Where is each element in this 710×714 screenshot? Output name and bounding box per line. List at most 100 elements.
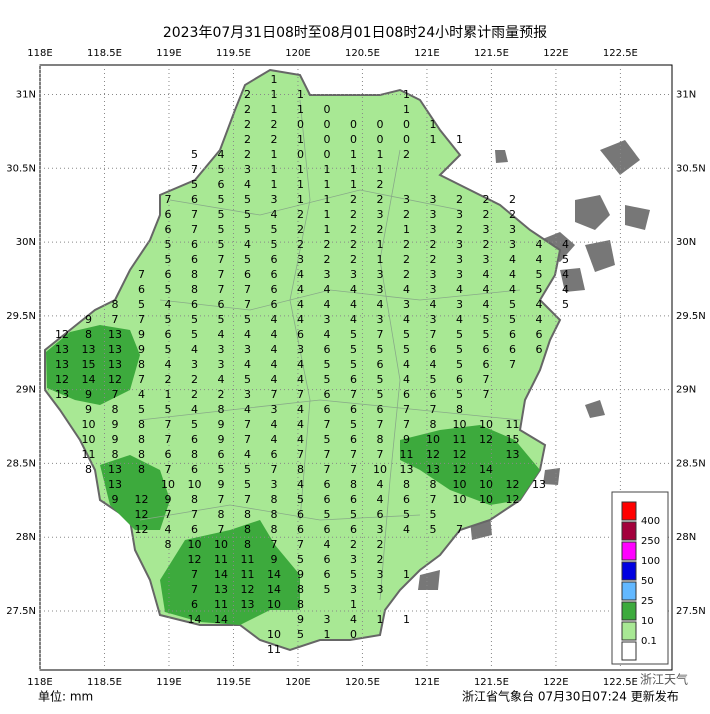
rain-value: 5 <box>509 298 516 311</box>
rain-value: 3 <box>483 223 490 236</box>
rain-value: 3 <box>377 523 384 536</box>
rain-value: 13 <box>82 343 96 356</box>
rain-value: 6 <box>324 343 331 356</box>
rain-value: 4 <box>403 373 410 386</box>
rain-value: 7 <box>244 418 251 431</box>
rain-value: 9 <box>403 433 410 446</box>
rain-value: 7 <box>350 388 357 401</box>
rain-value: 4 <box>509 283 516 296</box>
rain-value: 11 <box>82 448 96 461</box>
rain-value: 1 <box>271 178 278 191</box>
rain-value: 1 <box>297 88 304 101</box>
unit: 单位: mm <box>38 689 93 704</box>
rain-value: 10 <box>453 418 467 431</box>
rain-value: 6 <box>324 493 331 506</box>
rain-value: 7 <box>271 463 278 476</box>
rain-value: 6 <box>165 268 172 281</box>
rain-value: 12 <box>453 463 467 476</box>
rain-value: 3 <box>377 208 384 221</box>
rain-value: 0 <box>403 133 410 146</box>
rain-value: 6 <box>191 463 198 476</box>
rain-value: 6 <box>350 433 357 446</box>
rain-value: 9 <box>112 418 119 431</box>
rain-value: 4 <box>324 538 331 551</box>
rain-value: 10 <box>188 478 202 491</box>
rain-value: 13 <box>55 343 69 356</box>
rain-value: 8 <box>138 358 145 371</box>
rain-value: 5 <box>244 208 251 221</box>
rain-value: 4 <box>350 313 357 326</box>
y-tick-label: 30.5N <box>676 163 706 174</box>
legend-label: 50 <box>641 576 654 587</box>
rain-value: 5 <box>456 388 463 401</box>
rain-value: 6 <box>350 493 357 506</box>
x-tick-label: 122.5E <box>603 48 638 59</box>
rain-value: 2 <box>271 118 278 131</box>
rain-value: 0 <box>324 103 331 116</box>
legend-swatch <box>621 641 637 661</box>
rain-value: 3 <box>509 238 516 251</box>
rain-value: 4 <box>218 148 225 161</box>
rain-value: 5 <box>191 148 198 161</box>
rain-value: 7 <box>191 508 198 521</box>
rain-value: 5 <box>297 493 304 506</box>
rain-value: 5 <box>297 628 304 641</box>
rain-value: 8 <box>430 418 437 431</box>
rain-value: 10 <box>479 418 493 431</box>
rain-value: 4 <box>324 298 331 311</box>
rain-value: 8 <box>85 463 92 476</box>
rain-value: 1 <box>403 613 410 626</box>
y-tick-label: 27.5N <box>6 606 36 617</box>
rain-value: 12 <box>506 493 520 506</box>
rain-value: 9 <box>218 478 225 491</box>
rain-value: 6 <box>430 388 437 401</box>
rain-value: 6 <box>377 358 384 371</box>
rain-value: 8 <box>191 268 198 281</box>
x-tick-label: 121.5E <box>474 48 509 59</box>
rain-value: 8 <box>138 433 145 446</box>
y-tick-label: 29.5N <box>6 311 36 322</box>
rain-value: 8 <box>191 493 198 506</box>
rain-value: 2 <box>430 238 437 251</box>
rain-value: 7 <box>377 418 384 431</box>
rain-value: 0 <box>350 628 357 641</box>
rain-value: 5 <box>350 568 357 581</box>
rain-value: 8 <box>244 523 251 536</box>
rain-value: 5 <box>430 508 437 521</box>
rain-value: 5 <box>297 553 304 566</box>
rain-value: 15 <box>506 433 520 446</box>
rain-value: 1 <box>324 628 331 641</box>
rain-value: 2 <box>324 253 331 266</box>
legend-label: 10 <box>641 616 654 627</box>
rain-value: 8 <box>244 538 251 551</box>
rain-value: 3 <box>456 208 463 221</box>
rain-value: 8 <box>112 448 119 461</box>
legend-label: 0.1 <box>641 636 657 647</box>
rain-value: 4 <box>536 298 543 311</box>
rain-value: 4 <box>297 298 304 311</box>
legend-label: 100 <box>641 556 660 567</box>
rain-value: 6 <box>430 343 437 356</box>
rain-value: 2 <box>350 193 357 206</box>
rain-value: 6 <box>165 208 172 221</box>
rain-value: 8 <box>218 403 225 416</box>
rain-value: 9 <box>85 388 92 401</box>
rain-value: 1 <box>165 388 172 401</box>
rain-value: 8 <box>350 478 357 491</box>
y-tick-label: 28N <box>676 532 696 543</box>
rain-value: 1 <box>377 613 384 626</box>
rain-value: 4 <box>377 478 384 491</box>
rain-value: 2 <box>377 553 384 566</box>
rain-value: 6 <box>244 268 251 281</box>
rain-value: 5 <box>244 193 251 206</box>
rain-value: 6 <box>271 298 278 311</box>
rain-value: 1 <box>430 133 437 146</box>
y-tick-label: 29.5N <box>676 311 706 322</box>
rain-value: 7 <box>165 193 172 206</box>
rain-value: 4 <box>403 313 410 326</box>
rain-value: 4 <box>297 283 304 296</box>
rain-value: 4 <box>244 238 251 251</box>
rain-value: 1 <box>403 568 410 581</box>
rain-value: 9 <box>138 343 145 356</box>
rain-value: 7 <box>271 388 278 401</box>
